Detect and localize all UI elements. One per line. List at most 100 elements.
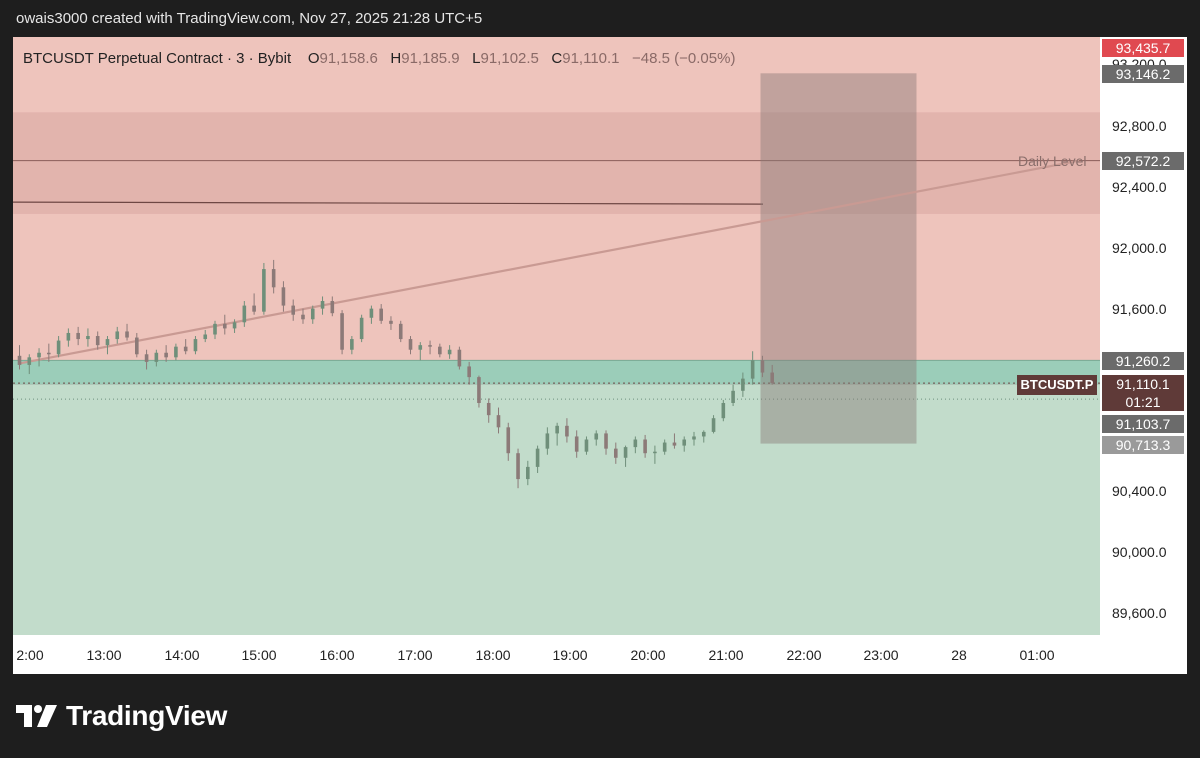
candle-body — [741, 378, 745, 391]
candle-body — [447, 349, 452, 355]
target-price-tag: 93,146.2 — [1102, 65, 1184, 83]
candle-body — [604, 433, 608, 449]
candle-body — [291, 305, 296, 315]
candle-body — [76, 332, 80, 340]
tradingview-logo[interactable]: TradingView — [16, 700, 227, 732]
candle-body — [262, 269, 266, 312]
lower-zone — [13, 384, 1100, 635]
candle-body — [535, 448, 540, 467]
candle-body — [574, 436, 579, 452]
top-price-tag: 93,435.7 — [1102, 39, 1184, 57]
candle-body — [682, 439, 687, 446]
time-tick: 14:00 — [164, 647, 200, 663]
candle-body — [37, 352, 41, 358]
tradingview-logo-icon — [16, 705, 57, 727]
candle-body — [750, 360, 755, 379]
close-value: 91,110.1 — [562, 50, 620, 67]
candle-body — [135, 337, 139, 355]
candle-body — [662, 442, 667, 452]
candle-body — [125, 331, 129, 338]
time-tick: 13:00 — [86, 647, 122, 663]
open-value: 91,158.6 — [319, 50, 378, 67]
candle-body — [496, 415, 501, 428]
price-tick: 92,800.0 — [1112, 118, 1167, 134]
time-tick: 23:00 — [863, 647, 899, 663]
open-label: O — [307, 50, 320, 67]
time-tick: 01:00 — [1019, 647, 1055, 663]
low-price-tag: 91,103.7 — [1102, 415, 1184, 433]
candle-body — [555, 425, 559, 434]
candle-body — [408, 339, 413, 350]
candle-body — [320, 301, 325, 309]
candle-body — [350, 339, 354, 350]
price-tick: 92,000.0 — [1112, 240, 1167, 256]
candle-body — [369, 308, 374, 318]
candle-body — [281, 287, 286, 306]
candle-body — [389, 320, 393, 324]
candle-body — [203, 334, 208, 340]
candle-body — [17, 355, 22, 365]
candle-body — [164, 352, 168, 358]
bar-countdown: 01:21 — [1102, 393, 1184, 411]
candle-body — [565, 425, 569, 437]
candle-body — [701, 431, 706, 437]
symbol-tag: BTCUSDT.P — [1017, 375, 1097, 395]
candle-body — [379, 308, 383, 321]
time-tick: 22:00 — [786, 647, 822, 663]
candle-body — [174, 346, 178, 358]
candle-body — [115, 331, 120, 340]
time-tick: 15:00 — [241, 647, 277, 663]
candle-body — [301, 314, 305, 320]
price-tick: 92,400.0 — [1112, 179, 1167, 195]
close-label: C — [551, 50, 563, 67]
candle-body — [86, 336, 90, 340]
candle-body — [183, 346, 188, 352]
candle-body — [506, 427, 511, 454]
candle-body — [232, 322, 237, 329]
candle-body — [516, 453, 520, 480]
candle-body — [721, 402, 726, 419]
candle-body — [144, 354, 149, 362]
candle-body — [330, 301, 335, 314]
time-tick: 2:00 — [16, 647, 44, 663]
candle-body — [613, 448, 618, 458]
price-tick: 90,000.0 — [1112, 544, 1167, 560]
price-chart[interactable] — [13, 37, 1100, 635]
change-value: −48.5 (−0.05%) — [632, 50, 736, 67]
ohlc-legend: BTCUSDT Perpetual Contract · 3 · Bybit O… — [23, 50, 735, 67]
candle-body — [105, 339, 110, 346]
candle-body — [310, 308, 315, 320]
brand-name: TradingView — [66, 700, 228, 731]
candle-body — [711, 418, 716, 432]
candle-body — [438, 346, 442, 355]
candle-body — [222, 323, 227, 329]
candle-body — [467, 366, 471, 378]
chart-area[interactable] — [13, 37, 1100, 635]
candle-body — [213, 323, 217, 335]
candle-body — [252, 305, 256, 312]
projection-box — [760, 73, 917, 444]
candle-body — [193, 339, 198, 352]
low-label: L — [472, 50, 481, 67]
time-tick: 28 — [951, 647, 967, 663]
candle-body — [584, 439, 589, 452]
candle-body — [477, 377, 481, 403]
candle-body — [56, 340, 61, 355]
trend-line — [19, 159, 1080, 365]
daily-level-label: Daily Level — [1018, 153, 1087, 169]
chart-credit: owais3000 created with TradingView.com, … — [16, 10, 483, 27]
time-tick: 17:00 — [397, 647, 433, 663]
resistance-zone — [13, 112, 1100, 214]
time-axis[interactable] — [13, 635, 1100, 674]
price-tick: 90,400.0 — [1112, 483, 1167, 499]
candle-body — [47, 352, 51, 355]
low-value: 91,102.5 — [480, 50, 539, 67]
candle-body — [770, 372, 774, 384]
candle-body — [653, 451, 657, 454]
last-price-tag: 91,110.1 — [1102, 375, 1184, 393]
candle-body — [526, 466, 530, 480]
time-tick: 16:00 — [319, 647, 355, 663]
entry-band — [13, 360, 1100, 385]
candle-body — [760, 360, 765, 373]
candle-body — [95, 336, 100, 346]
